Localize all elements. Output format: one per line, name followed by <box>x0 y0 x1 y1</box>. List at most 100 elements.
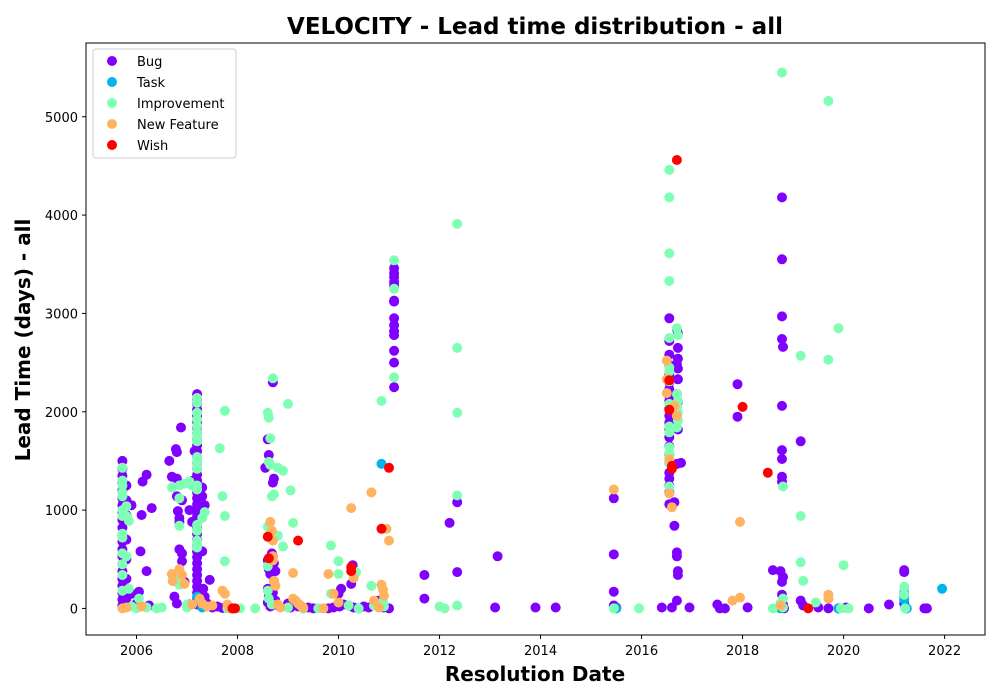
point-bug <box>389 345 400 356</box>
point-new-feature <box>187 599 198 610</box>
legend-marker <box>107 77 117 87</box>
point-new-feature <box>384 535 394 546</box>
legend-marker <box>107 140 117 150</box>
point-bug <box>666 602 677 613</box>
point-improvement <box>452 342 463 353</box>
point-new-feature <box>608 484 619 495</box>
point-bug <box>177 556 187 567</box>
point-wish <box>803 603 814 614</box>
point-bug <box>899 567 910 578</box>
point-improvement <box>192 397 203 408</box>
point-bug <box>777 254 787 265</box>
point-bug <box>863 603 874 614</box>
point-new-feature <box>664 488 675 499</box>
point-improvement <box>664 276 675 286</box>
legend-item-new-feature: New Feature <box>107 118 219 133</box>
point-bug <box>490 602 501 613</box>
point-improvement <box>192 414 203 425</box>
point-improvement <box>778 481 788 492</box>
point-improvement <box>192 542 203 553</box>
point-improvement <box>376 396 387 406</box>
point-bug <box>742 602 753 613</box>
point-improvement <box>117 559 128 570</box>
point-improvement <box>798 575 809 586</box>
legend-item-improvement: Improvement <box>107 97 224 112</box>
point-bug <box>676 457 686 468</box>
y-axis-label: Lead Time (days) - all <box>11 219 35 462</box>
point-new-feature <box>661 355 672 366</box>
point-new-feature <box>179 578 190 589</box>
point-new-feature <box>318 603 329 614</box>
legend-label: Bug <box>137 55 162 70</box>
point-improvement <box>664 164 675 175</box>
point-bug <box>777 576 787 587</box>
point-bug <box>419 570 430 580</box>
point-improvement <box>192 484 203 495</box>
point-improvement <box>214 443 225 454</box>
point-improvement <box>838 560 849 571</box>
point-improvement <box>265 433 276 444</box>
point-bug <box>198 583 209 594</box>
point-improvement <box>671 422 682 433</box>
point-improvement <box>389 255 400 266</box>
point-improvement <box>795 350 806 361</box>
point-new-feature <box>270 580 281 591</box>
point-bug <box>176 422 186 433</box>
point-bug <box>777 192 787 203</box>
point-new-feature <box>735 516 745 527</box>
point-improvement <box>664 192 675 203</box>
point-bug <box>177 548 187 559</box>
point-bug <box>389 382 400 393</box>
point-bug <box>171 447 182 458</box>
series-improvement <box>117 67 911 614</box>
point-improvement <box>326 540 336 551</box>
point-new-feature <box>373 602 384 613</box>
legend-label: New Feature <box>137 118 219 133</box>
point-improvement <box>664 333 675 343</box>
point-wish <box>666 463 677 474</box>
point-improvement <box>174 520 185 531</box>
x-tick-label: 2022 <box>928 644 961 659</box>
point-improvement <box>117 570 128 580</box>
point-bug <box>197 491 208 502</box>
series-wish <box>227 155 814 614</box>
chart-title: VELOCITY - Lead time distribution - all <box>287 14 783 40</box>
point-new-feature <box>379 590 389 601</box>
point-improvement <box>285 485 296 496</box>
point-new-feature <box>823 593 834 604</box>
point-improvement <box>123 515 134 526</box>
point-improvement <box>672 330 683 341</box>
point-improvement <box>192 421 203 432</box>
point-improvement <box>452 600 463 611</box>
point-bug <box>336 583 347 594</box>
point-bug <box>184 505 195 516</box>
point-wish <box>293 535 304 546</box>
x-axis-label: Resolution Date <box>445 662 625 686</box>
point-improvement <box>452 407 463 418</box>
point-wish <box>346 566 357 577</box>
point-improvement <box>664 427 675 438</box>
point-bug <box>608 493 619 504</box>
point-wish <box>376 523 387 534</box>
point-improvement <box>267 373 278 384</box>
legend-label: Wish <box>137 139 168 154</box>
point-bug <box>389 330 400 341</box>
x-tick-label: 2008 <box>221 644 254 659</box>
point-improvement <box>219 556 230 567</box>
point-improvement <box>121 501 132 512</box>
point-new-feature <box>323 569 334 579</box>
point-improvement <box>836 603 847 614</box>
point-improvement <box>333 556 344 567</box>
point-wish <box>263 553 274 564</box>
point-bug <box>204 574 215 585</box>
point-improvement <box>634 603 644 614</box>
point-improvement <box>452 218 463 229</box>
y-tick-label: 2000 <box>45 406 78 421</box>
point-improvement <box>166 482 177 493</box>
point-improvement <box>134 593 144 604</box>
point-bug <box>672 374 683 385</box>
point-improvement <box>900 603 911 614</box>
point-bug <box>767 565 778 576</box>
point-bug <box>419 593 430 604</box>
point-improvement <box>608 603 619 614</box>
